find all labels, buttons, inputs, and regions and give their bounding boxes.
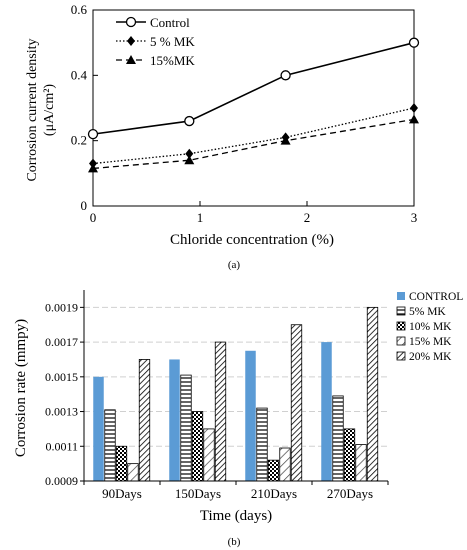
legend-swatch (396, 306, 406, 316)
bar (321, 342, 332, 481)
bar (290, 324, 303, 482)
legend-marker (127, 36, 135, 46)
data-point (280, 135, 291, 145)
chart-a-axes: 0 1 2 3 0 0.2 0.4 0.6 (71, 2, 418, 225)
chart-b-ylabel: Corrosion rate (mmpy) (13, 319, 29, 457)
legend-label: 5 % MK (150, 34, 195, 49)
data-point (280, 70, 291, 81)
legend-label: 15%MK (150, 53, 195, 68)
chart-a-ylabel-line1: Corrosion current density (25, 38, 40, 181)
bar (169, 359, 180, 481)
bar (191, 411, 204, 482)
bar (138, 359, 151, 482)
bar (214, 341, 227, 482)
data-point (184, 155, 195, 165)
bar (203, 428, 215, 482)
legend-swatch (397, 292, 405, 300)
chart-b-bars (93, 306, 379, 482)
y-tick-label: 0.0011 (45, 439, 78, 453)
bar (104, 409, 116, 482)
legend-label: CONTROL (409, 291, 463, 303)
bar (267, 459, 280, 482)
chart-b: Corrosion rate (mmpy) 0.0009 0.0011 0.0013… (13, 290, 463, 548)
x-tick-label: 0 (90, 210, 97, 225)
series-line-1 (92, 107, 415, 165)
bar (180, 374, 192, 482)
y-tick-label: 0.0017 (45, 335, 78, 349)
y-tick-label: 0.6 (71, 2, 88, 17)
chart-b-xlabel: Time (days) (200, 508, 272, 524)
chart-a-series (87, 37, 420, 173)
y-tick-label: 0 (81, 198, 88, 213)
legend-label: 20% MK (409, 351, 452, 363)
legend-swatch (396, 336, 406, 346)
bar (127, 463, 139, 482)
x-tick-label: 2 (304, 210, 311, 225)
legend-swatch (396, 321, 406, 331)
legend-swatch (396, 351, 406, 361)
y-tick-label: 0.0019 (45, 300, 78, 314)
chart-b-legend: CONTROL 5% MK 10% MK 15% MK 20% MK (396, 291, 463, 363)
x-tick-label: 1 (197, 210, 204, 225)
bar (366, 306, 379, 482)
series-line-0 (92, 41, 415, 135)
chart-a-panel-label: (a) (228, 259, 241, 271)
chart-a-ylabel-line2: (μA/cm²) (42, 84, 57, 136)
y-tick-label: 0.2 (71, 133, 87, 148)
data-point (410, 103, 418, 113)
bar (115, 445, 128, 482)
chart-a-xlabel: Chloride concentration (%) (170, 232, 334, 248)
y-tick-label: 0.4 (71, 67, 88, 82)
data-point (409, 114, 419, 124)
bar (256, 407, 268, 482)
legend-label: 5% MK (409, 306, 446, 318)
data-point (408, 37, 420, 48)
bar (93, 376, 104, 481)
bar (245, 350, 256, 481)
x-tick-label: 90Days (102, 486, 142, 501)
chart-b-panel-label: (b) (228, 536, 241, 548)
chart-b-axes: 0.0009 0.0011 0.0013 0.0015 0.0017 0.0019 90Da… (45, 290, 389, 501)
x-tick-label: 270Days (327, 486, 373, 501)
bar (332, 395, 344, 482)
series-line-2 (92, 118, 415, 170)
legend-label: Control (150, 15, 190, 30)
bar (343, 428, 356, 482)
chart-a: Corrosion current density (μA/cm²) 0 1 2 30… (25, 2, 420, 271)
data-point (185, 148, 194, 159)
bar (355, 444, 367, 482)
chart-a-plot-frame (92, 9, 415, 207)
bar (279, 447, 291, 482)
x-tick-label: 150Days (175, 486, 221, 501)
data-point (88, 163, 98, 173)
data-point (184, 115, 195, 127)
x-tick-label: 3 (411, 210, 418, 225)
legend-marker (126, 55, 136, 64)
legend-label: 10% MK (409, 321, 452, 333)
y-tick-label: 0.0015 (45, 370, 78, 384)
legend-label: 15% MK (409, 336, 452, 348)
y-tick-label: 0.0009 (45, 474, 78, 488)
data-point (87, 128, 99, 140)
y-tick-label: 0.0013 (45, 405, 78, 419)
x-tick-label: 210Days (251, 486, 297, 501)
chart-a-legend: Control 5 % MK 15%MK (116, 15, 195, 68)
legend-marker (125, 16, 137, 28)
